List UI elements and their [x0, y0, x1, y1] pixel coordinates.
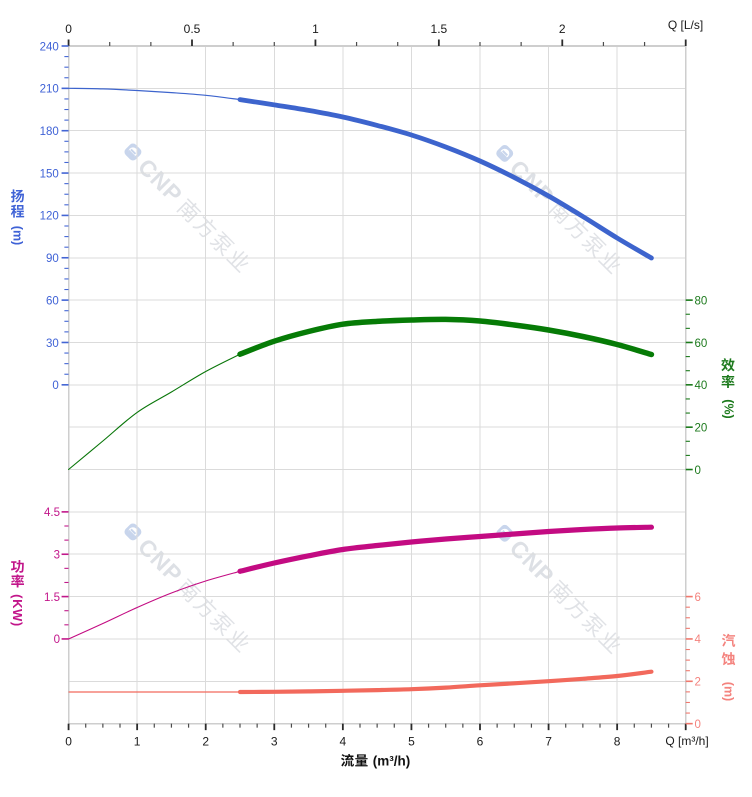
- svg-text:4: 4: [340, 735, 347, 749]
- svg-text:210: 210: [40, 84, 59, 96]
- svg-text:6: 6: [477, 735, 484, 749]
- svg-text:4.5: 4.5: [44, 507, 60, 519]
- svg-text:80: 80: [695, 295, 708, 307]
- svg-text:60: 60: [695, 338, 708, 350]
- svg-text:Q [m³/h]: Q [m³/h]: [665, 734, 708, 748]
- svg-text:0: 0: [54, 634, 60, 646]
- svg-text:7: 7: [545, 735, 552, 749]
- svg-text:1.5: 1.5: [431, 22, 448, 36]
- svg-text:120: 120: [40, 211, 59, 223]
- svg-text:(KW): (KW): [10, 594, 25, 627]
- svg-text:(m): (m): [722, 682, 736, 701]
- svg-text:0: 0: [695, 465, 701, 477]
- svg-text:3: 3: [54, 550, 60, 562]
- svg-text:8: 8: [614, 735, 621, 749]
- svg-text:150: 150: [40, 168, 59, 180]
- svg-text:0: 0: [52, 380, 58, 392]
- svg-text:1: 1: [134, 735, 141, 749]
- svg-text:0: 0: [65, 22, 72, 36]
- svg-text:1.5: 1.5: [44, 592, 60, 604]
- svg-text:60: 60: [46, 295, 59, 307]
- svg-text:1: 1: [312, 22, 319, 36]
- svg-text:0: 0: [695, 719, 701, 731]
- svg-text:2: 2: [559, 22, 566, 36]
- svg-text:Q [L/s]: Q [L/s]: [668, 18, 703, 32]
- svg-text:(m): (m): [11, 226, 25, 245]
- svg-text:30: 30: [46, 338, 59, 350]
- svg-text:6: 6: [695, 592, 701, 604]
- svg-text:3: 3: [271, 735, 278, 749]
- svg-text:5: 5: [408, 735, 415, 749]
- svg-text:180: 180: [40, 126, 59, 138]
- svg-text:(%): (%): [722, 399, 736, 418]
- svg-text:(m³/h): (m³/h): [373, 753, 411, 768]
- svg-text:0: 0: [65, 735, 72, 749]
- svg-text:2: 2: [202, 735, 209, 749]
- svg-text:20: 20: [695, 422, 708, 434]
- svg-text:0.5: 0.5: [184, 22, 201, 36]
- svg-text:90: 90: [46, 253, 59, 265]
- svg-text:40: 40: [695, 380, 708, 392]
- svg-text:240: 240: [40, 41, 59, 53]
- svg-text:4: 4: [695, 634, 702, 646]
- svg-text:2: 2: [695, 677, 701, 689]
